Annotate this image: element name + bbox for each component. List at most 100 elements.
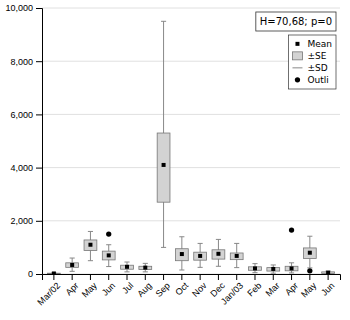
whisker-cap: [252, 272, 257, 273]
x-tick: Apr: [283, 274, 300, 297]
whisker-cap: [70, 258, 75, 259]
x-tick-label: Jun: [100, 280, 117, 297]
x-tick-mark: [181, 274, 182, 280]
x-tick-label: Jul: [120, 280, 135, 295]
legend-label: ±SE: [307, 51, 326, 61]
se-box: [102, 251, 115, 260]
x-tick-mark: [72, 274, 73, 280]
se-box: [157, 133, 170, 202]
y-tick: 4,000: [10, 163, 42, 173]
x-tick-mark: [309, 274, 310, 280]
x-tick-label: Nov: [190, 280, 209, 299]
series-scatter: [52, 163, 330, 274]
outlier: [289, 227, 294, 232]
x-tick-mark: [236, 274, 237, 280]
x-tick-mark: [328, 274, 329, 280]
legend-label: Outli: [307, 75, 328, 85]
legend-item: ±SE: [292, 51, 326, 61]
chart: 02,0004,0006,0008,00010,000Mar/02AprMayJ…: [0, 0, 350, 320]
whisker-cap: [143, 271, 148, 272]
x-tick-label: Jun: [319, 280, 336, 297]
whisker-cap: [289, 272, 294, 273]
legend-label: ±SD: [307, 63, 327, 73]
x-tick: Jan/03: [219, 274, 245, 307]
grid-line: [42, 8, 340, 9]
y-tick-mark: [36, 274, 42, 275]
se-box: [121, 265, 134, 269]
se-box: [230, 253, 243, 260]
legend-label: Mean: [307, 39, 332, 49]
whisker-cap: [271, 273, 276, 274]
x-tick: Jul: [120, 274, 135, 296]
x-tick-label: Apr: [64, 280, 81, 297]
se-box: [303, 248, 316, 259]
whisker-cap: [216, 239, 221, 240]
mean-marker: [143, 266, 147, 270]
y-tick-label: 8,000: [10, 57, 33, 67]
x-tick-label: Oct: [173, 280, 190, 297]
y-tick: 8,000: [10, 57, 42, 67]
whisker-cap: [106, 244, 111, 245]
x-tick-mark: [163, 274, 164, 280]
mean-marker: [180, 252, 184, 256]
se-box: [66, 263, 79, 268]
annotation-frame: [256, 12, 336, 31]
y-tick-mark: [36, 8, 42, 9]
mean-marker: [308, 251, 312, 255]
annotation-box: H=70,68; p=0: [256, 12, 336, 31]
x-tick-mark: [145, 274, 146, 280]
se-box: [249, 267, 262, 270]
x-tick: Oct: [173, 274, 190, 297]
x-tick-label: Feb: [245, 280, 263, 298]
x-tick-label: May: [80, 280, 99, 299]
outlier: [106, 231, 111, 236]
x-tick: Jun: [319, 274, 336, 298]
x-tick-label: Sep: [154, 280, 172, 298]
x-tick: Nov: [190, 274, 209, 299]
mean-marker: [235, 254, 239, 258]
x-tick: May: [80, 274, 99, 300]
y-tick: 10,000: [5, 3, 42, 13]
y-tick-label: 2,000: [10, 216, 33, 226]
x-tick-mark: [90, 274, 91, 280]
mean-marker: [88, 243, 92, 247]
grid-line: [42, 220, 340, 221]
x-tick-label: Apr: [283, 280, 300, 297]
y-tick-mark: [36, 221, 42, 222]
mean-marker: [271, 267, 275, 271]
x-tick-mark: [254, 274, 255, 280]
x-tick: Mar/02: [35, 274, 62, 307]
whisker-cap: [307, 236, 312, 237]
whisker-cap: [198, 243, 203, 244]
legend-symbol: [295, 77, 300, 82]
x-tick: May: [299, 274, 318, 300]
se-box: [285, 266, 298, 271]
whisker-cap: [198, 267, 203, 268]
whisker-cap: [124, 271, 129, 272]
x-tick: Jun: [100, 274, 117, 298]
x-tick-mark: [273, 274, 274, 280]
mean-marker: [216, 252, 220, 256]
y-tick-label: 0: [28, 269, 33, 279]
x-tick-label: Mar/02: [35, 280, 62, 307]
whisker-cap: [271, 264, 276, 265]
se-box: [194, 252, 207, 260]
y-tick: 6,000: [10, 110, 42, 120]
legend-item: Mean: [295, 39, 332, 49]
annotation: H=70,68; p=0: [260, 16, 332, 27]
y-axis: 0 2,000 4,000 6,000 8,000 10,000: [5, 3, 42, 279]
x-tick-label: Aug: [135, 280, 153, 298]
y-axis-line: [36, 9, 43, 275]
mean-marker: [52, 271, 56, 274]
whisker-cap: [161, 21, 166, 22]
mean-marker: [107, 253, 111, 257]
mean-marker: [326, 271, 330, 274]
whisker-cap: [216, 266, 221, 267]
y-tick-mark: [36, 114, 42, 115]
series-scatter: [106, 227, 312, 273]
whisker-cap: [124, 262, 129, 263]
legend-item: Outli: [295, 75, 329, 85]
x-tick: Mar: [264, 274, 282, 298]
legend-item: ±SD: [292, 63, 327, 73]
se-box: [175, 249, 188, 261]
